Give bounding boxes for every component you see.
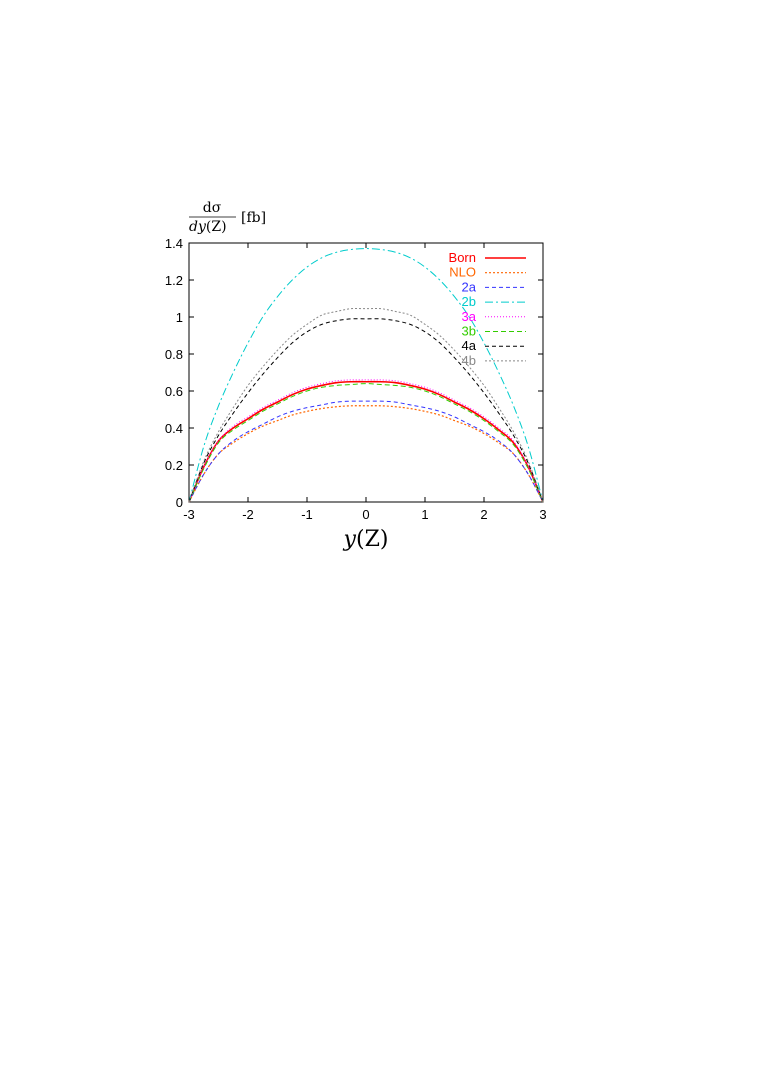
series-line-4b bbox=[188, 307, 544, 503]
series-line-nlo bbox=[188, 405, 544, 503]
y-label-unit: [fb] bbox=[241, 210, 266, 226]
y-label-denominator: dy(Z) bbox=[189, 219, 227, 235]
y-tick-label: 0 bbox=[176, 495, 183, 510]
legend-label: 2a bbox=[462, 279, 477, 294]
y-label-numerator: dσ bbox=[203, 200, 222, 216]
series-line-2b bbox=[188, 248, 544, 503]
series-line-3a bbox=[188, 379, 544, 503]
series-line-3b bbox=[188, 383, 544, 503]
x-tick-label: 3 bbox=[539, 507, 546, 522]
y-tick-label: 1 bbox=[176, 310, 183, 325]
x-tick-label: -3 bbox=[183, 507, 195, 522]
legend-label: 2b bbox=[462, 294, 476, 309]
x-label-paren: (Z) bbox=[356, 527, 388, 552]
legend-label: 3a bbox=[462, 309, 477, 324]
y-tick-label: 1.2 bbox=[165, 273, 183, 288]
y-axis-label: dσ dy(Z) [fb] bbox=[189, 200, 266, 235]
legend-label: NLO bbox=[449, 265, 476, 280]
series-line-born bbox=[188, 380, 544, 503]
y-tick-label: 0.8 bbox=[165, 347, 183, 362]
series-line-2a bbox=[188, 400, 544, 503]
y-tick-label: 0.6 bbox=[165, 384, 183, 399]
x-tick-label: 0 bbox=[362, 507, 369, 522]
legend-label: 4b bbox=[462, 353, 476, 368]
series-line-4a bbox=[188, 318, 544, 503]
x-tick-label: 1 bbox=[421, 507, 428, 522]
y-label-denominator-prefix: dy bbox=[189, 219, 207, 235]
axis-ticks: -3 -2 -1 0 1 2 3 0 0.2 0.4 0.6 0.8 1 1.2 1.4 bbox=[165, 236, 547, 522]
plot-frame bbox=[188, 242, 544, 503]
x-tick-label: 2 bbox=[480, 507, 487, 522]
x-label-var: y bbox=[343, 527, 357, 552]
x-tick-label: -1 bbox=[301, 507, 313, 522]
legend-label: Born bbox=[449, 250, 476, 265]
x-axis-label: y(Z) bbox=[343, 527, 389, 552]
x-tick-label: -2 bbox=[242, 507, 254, 522]
curves bbox=[188, 248, 544, 503]
y-tick-label: 1.4 bbox=[165, 236, 183, 251]
legend-label: 3b bbox=[462, 324, 476, 339]
y-tick-label: 0.4 bbox=[165, 421, 183, 436]
legend-label: 4a bbox=[462, 338, 477, 353]
y-tick-label: 0.2 bbox=[165, 458, 183, 473]
y-label-denominator-paren: (Z) bbox=[206, 219, 227, 235]
